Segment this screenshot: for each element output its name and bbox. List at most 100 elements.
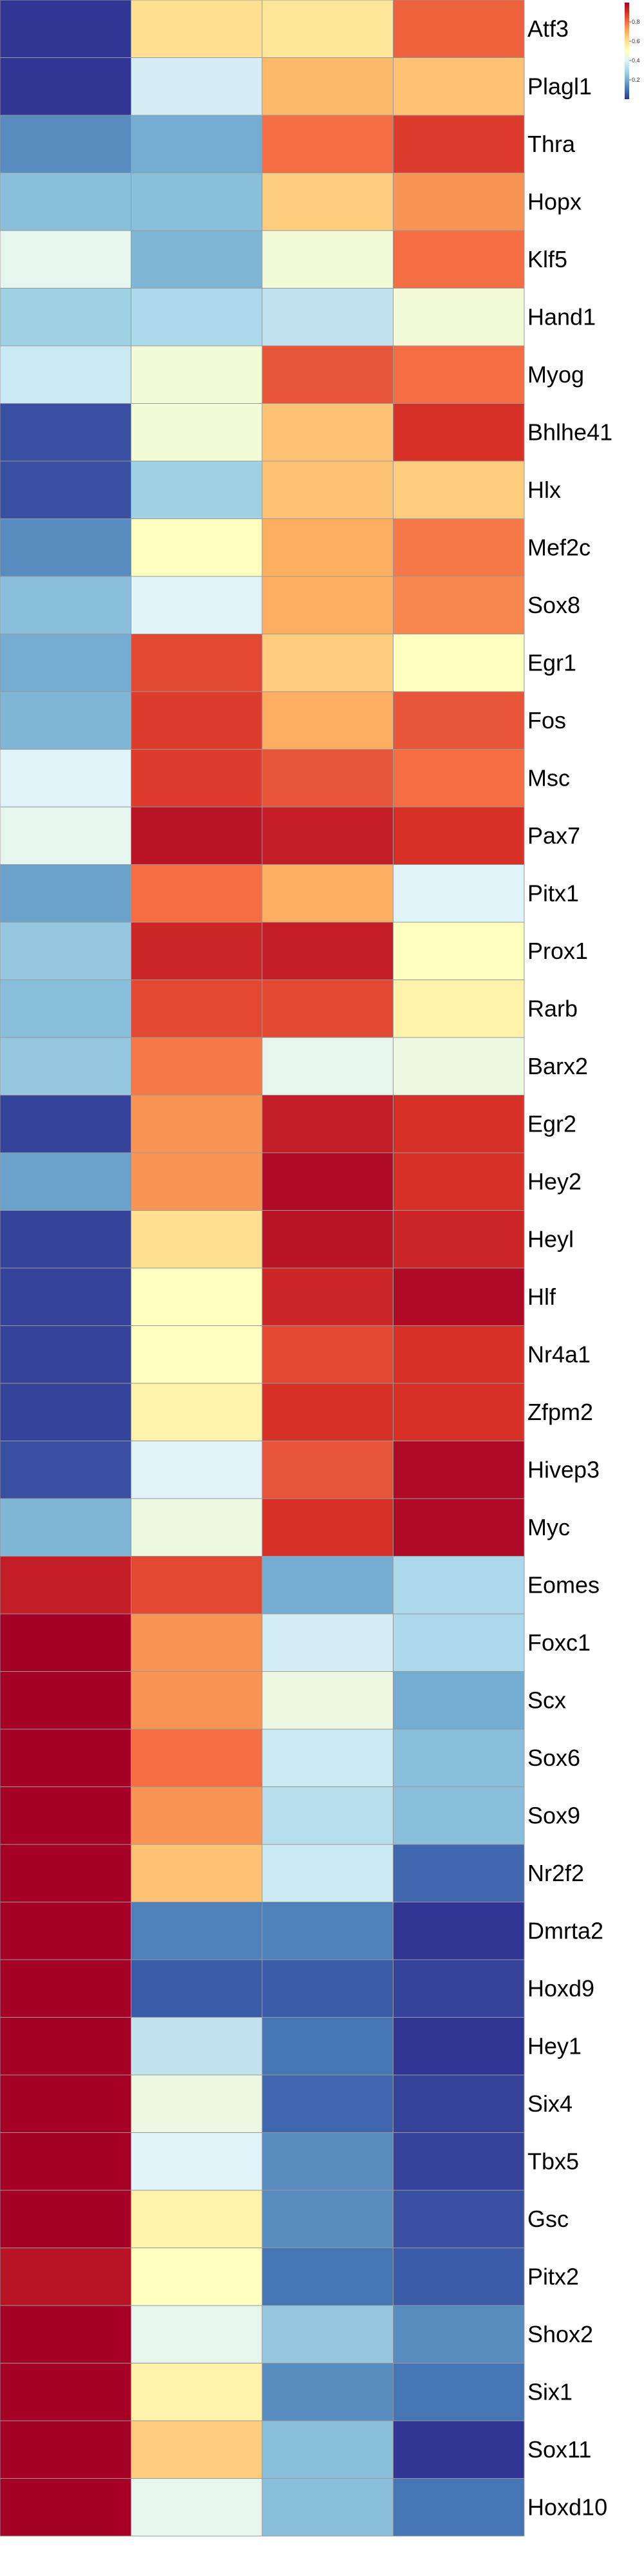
heatmap-cell-plagl1-col1 xyxy=(0,57,131,116)
heatmap-cell-hoxd9-col3 xyxy=(261,1959,393,2018)
heatmap-cell-gsc-col1 xyxy=(0,2190,131,2248)
heatmap-cell-myc-col3 xyxy=(261,1498,393,1557)
row-label-hoxd10: Hoxd10 xyxy=(527,2494,607,2520)
heatmap-cell-sox8-col3 xyxy=(261,576,393,634)
heatmap-cell-hlx-col2 xyxy=(131,460,263,519)
heatmap-cell-sox9-col1 xyxy=(0,1786,131,1845)
heatmap-cell-eomes-col2 xyxy=(131,1556,263,1615)
heatmap-cell-six4-col1 xyxy=(0,2074,131,2133)
row-label-nr2f2: Nr2f2 xyxy=(527,1860,584,1886)
heatmap-cell-sox11-col3 xyxy=(261,2420,393,2479)
row-label-mef2c: Mef2c xyxy=(527,534,591,560)
row-label-six1: Six1 xyxy=(527,2378,573,2405)
heatmap-cell-sox11-col4 xyxy=(393,2420,525,2479)
heatmap-cell-fos-col2 xyxy=(131,691,263,750)
heatmap-cell-egr1-col4 xyxy=(393,634,525,692)
heatmap-cell-nr2f2-col2 xyxy=(131,1844,263,1902)
heatmap-cell-nr4a1-col1 xyxy=(0,1325,131,1384)
heatmap-cell-klf5-col3 xyxy=(261,230,393,289)
heatmap-cell-sox8-col2 xyxy=(131,576,263,634)
heatmap-cell-nr2f2-col4 xyxy=(393,1844,525,1902)
heatmap-cell-hand1-col2 xyxy=(131,288,263,346)
heatmap-cell-sox11-col2 xyxy=(131,2420,263,2479)
row-label-pitx2: Pitx2 xyxy=(527,2263,579,2289)
heatmap-cell-hey2-col3 xyxy=(261,1152,393,1211)
row-label-sox8: Sox8 xyxy=(527,592,580,618)
row-label-myog: Myog xyxy=(527,361,584,388)
heatmap-cell-hivep3-col3 xyxy=(261,1441,393,1499)
heatmap-cell-heyl-col1 xyxy=(0,1210,131,1269)
heatmap-cell-fos-col3 xyxy=(261,691,393,750)
row-label-msc: Msc xyxy=(527,764,570,791)
heatmap-cell-hey1-col4 xyxy=(393,2017,525,2076)
heatmap-cell-msc-col4 xyxy=(393,749,525,808)
heatmap-cell-plagl1-col2 xyxy=(131,57,263,116)
heatmap-cell-egr1-col1 xyxy=(0,634,131,692)
heatmap-cell-shox2-col3 xyxy=(261,2305,393,2363)
heatmap-cell-hlx-col1 xyxy=(0,460,131,519)
heatmap-cell-pitx1-col3 xyxy=(261,864,393,923)
heatmap-cell-sox6-col2 xyxy=(131,1728,263,1787)
heatmap-cell-pitx1-col2 xyxy=(131,864,263,923)
heatmap-cell-pitx1-col4 xyxy=(393,864,525,923)
heatmap-cell-hopx-col1 xyxy=(0,173,131,231)
heatmap-cell-egr2-col1 xyxy=(0,1095,131,1153)
heatmap-cell-dmrta2-col4 xyxy=(393,1902,525,1960)
heatmap-cell-nr2f2-col1 xyxy=(0,1844,131,1902)
heatmap-cell-egr1-col3 xyxy=(261,634,393,692)
heatmap-cell-myc-col1 xyxy=(0,1498,131,1557)
heatmap-cell-hlx-col3 xyxy=(261,460,393,519)
heatmap-cell-hand1-col4 xyxy=(393,288,525,346)
heatmap-cell-egr2-col4 xyxy=(393,1095,525,1153)
row-label-fos: Fos xyxy=(527,707,566,734)
heatmap-cell-prox1-col3 xyxy=(261,922,393,980)
heatmap-cell-mef2c-col3 xyxy=(261,518,393,577)
heatmap-cell-barx2-col2 xyxy=(131,1037,263,1095)
row-label-egr1: Egr1 xyxy=(527,649,576,676)
row-label-hlx: Hlx xyxy=(527,477,561,503)
heatmap-cell-hand1-col1 xyxy=(0,288,131,346)
heatmap-cell-six1-col3 xyxy=(261,2363,393,2421)
heatmap-cell-nr2f2-col3 xyxy=(261,1844,393,1902)
heatmap-cell-zfpm2-col3 xyxy=(261,1383,393,1441)
heatmap-cell-hey1-col1 xyxy=(0,2017,131,2076)
heatmap-cell-myog-col2 xyxy=(131,345,263,404)
heatmap-cell-sox8-col1 xyxy=(0,576,131,634)
heatmap-cell-foxc1-col3 xyxy=(261,1613,393,1672)
heatmap-cell-scx-col3 xyxy=(261,1671,393,1730)
legend-tick-label-1: 0.2 xyxy=(632,77,640,83)
heatmap-cell-hlf-col3 xyxy=(261,1267,393,1326)
legend-color-bar xyxy=(625,3,629,99)
heatmap-cell-zfpm2-col1 xyxy=(0,1383,131,1441)
heatmap-cell-hey2-col2 xyxy=(131,1152,263,1211)
heatmap-cell-hey1-col2 xyxy=(131,2017,263,2076)
row-label-hopx: Hopx xyxy=(527,188,582,214)
row-label-zfpm2: Zfpm2 xyxy=(527,1399,593,1425)
row-label-sox11: Sox11 xyxy=(527,2436,591,2463)
heatmap-cell-pax7-col4 xyxy=(393,806,525,865)
heatmap-cell-hand1-col3 xyxy=(261,288,393,346)
heatmap-cell-egr2-col3 xyxy=(261,1095,393,1153)
heatmap-cell-sox6-col1 xyxy=(0,1728,131,1787)
row-label-pitx1: Pitx1 xyxy=(527,880,579,906)
heatmap-cell-hopx-col4 xyxy=(393,173,525,231)
heatmap-cell-prox1-col4 xyxy=(393,922,525,980)
heatmap-cell-hey2-col4 xyxy=(393,1152,525,1211)
heatmap-cell-hlx-col4 xyxy=(393,460,525,519)
heatmap-cell-pitx2-col3 xyxy=(261,2248,393,2306)
row-label-sox9: Sox9 xyxy=(527,1802,580,1828)
heatmap-cell-rarb-col4 xyxy=(393,980,525,1038)
row-label-shox2: Shox2 xyxy=(527,2321,593,2347)
row-label-heyl: Heyl xyxy=(527,1226,574,1252)
heatmap-cell-six1-col1 xyxy=(0,2363,131,2421)
heatmap-cell-six4-col3 xyxy=(261,2074,393,2133)
heatmap-cell-hivep3-col2 xyxy=(131,1441,263,1499)
heatmap-cell-pax7-col2 xyxy=(131,806,263,865)
row-label-rarb: Rarb xyxy=(527,995,578,1021)
heatmap-cell-msc-col1 xyxy=(0,749,131,808)
heatmap-cell-tbx5-col2 xyxy=(131,2132,263,2191)
heatmap-cell-mef2c-col4 xyxy=(393,518,525,577)
heatmap-cell-egr2-col2 xyxy=(131,1095,263,1153)
heatmap-cell-tbx5-col4 xyxy=(393,2132,525,2191)
